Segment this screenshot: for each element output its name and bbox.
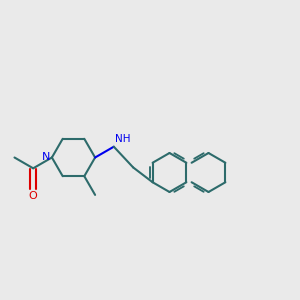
Text: NH: NH bbox=[115, 134, 131, 144]
Text: O: O bbox=[29, 191, 38, 201]
Text: N: N bbox=[42, 152, 50, 163]
